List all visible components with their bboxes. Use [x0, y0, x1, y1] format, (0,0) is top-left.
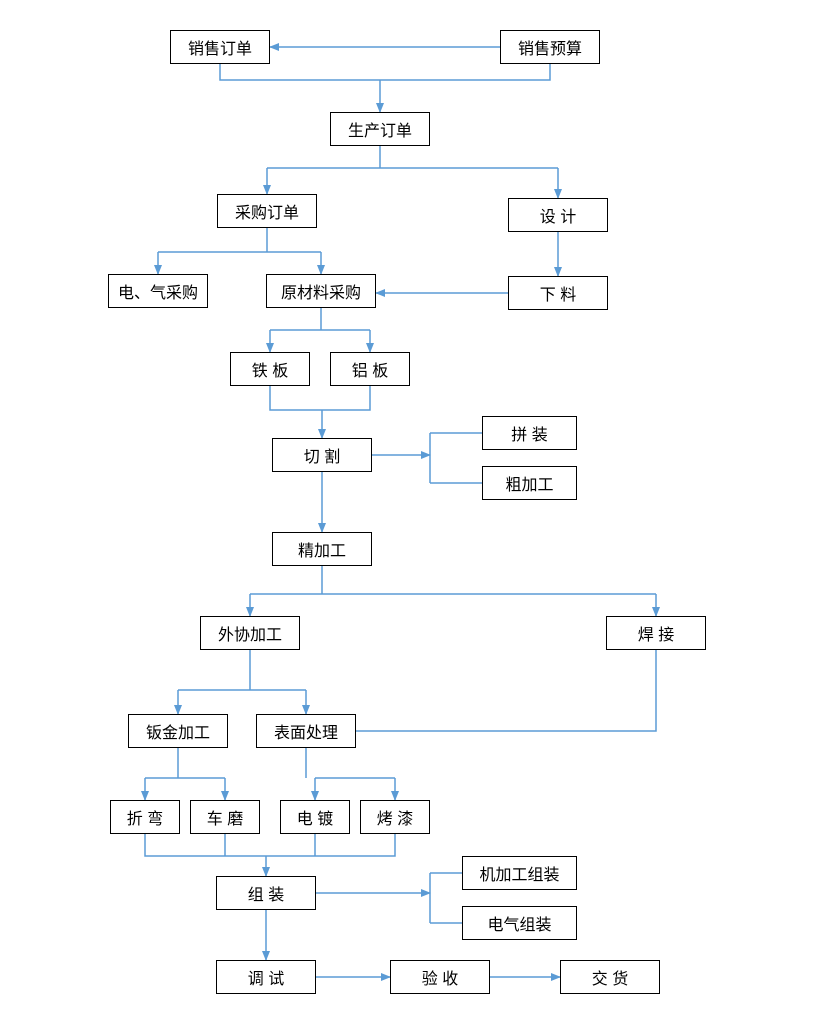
edge [270, 386, 370, 410]
node-sales_budget: 销售预算 [500, 30, 600, 64]
flowchart-canvas: 销售订单 销售预算生产订单采购订单 设 计电、气采购 原材料采购 下 料铁 板铝 板切 … [0, 0, 820, 1019]
edge [145, 834, 395, 856]
node-lathe: 车 磨 [190, 800, 260, 834]
node-design: 设 计 [508, 198, 608, 232]
node-prod_order: 生产订单 [330, 112, 430, 146]
edge [220, 64, 550, 80]
node-painting: 烤 漆 [360, 800, 430, 834]
node-purchase_order: 采购订单 [217, 194, 317, 228]
node-bending: 折 弯 [110, 800, 180, 834]
node-elec_asm: 电气组装 [462, 906, 577, 940]
node-mach_asm: 机加工组装 [462, 856, 577, 890]
node-fine_proc: 精加工 [272, 532, 372, 566]
edges-layer [0, 0, 820, 1019]
node-elec_gas: 电、气采购 [108, 274, 208, 308]
node-assembly2: 组 装 [216, 876, 316, 910]
node-surface: 表面处理 [256, 714, 356, 748]
node-alu_plate: 铝 板 [330, 352, 410, 386]
node-cutting: 切 割 [272, 438, 372, 472]
node-assembly1: 拼 装 [482, 416, 577, 450]
node-outsource: 外协加工 [200, 616, 300, 650]
node-sheet_metal: 钣金加工 [128, 714, 228, 748]
node-deliver: 交 货 [560, 960, 660, 994]
node-welding: 焊 接 [606, 616, 706, 650]
node-raw_material: 原材料采购 [266, 274, 376, 308]
node-blanking: 下 料 [508, 276, 608, 310]
node-iron_plate: 铁 板 [230, 352, 310, 386]
node-accept: 验 收 [390, 960, 490, 994]
node-sales_order: 销售订单 [170, 30, 270, 64]
node-rough_proc: 粗加工 [482, 466, 577, 500]
node-debug: 调 试 [216, 960, 316, 994]
node-plating: 电 镀 [280, 800, 350, 834]
edge [356, 650, 656, 731]
